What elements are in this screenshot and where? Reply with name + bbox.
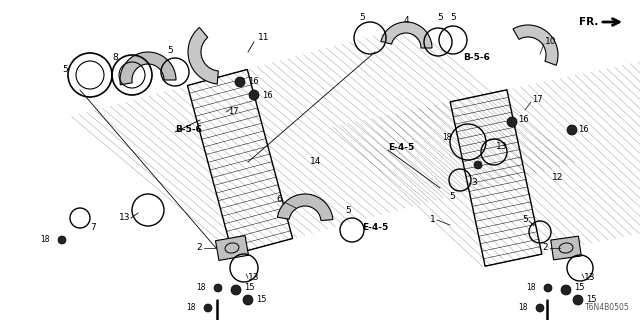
Text: 15: 15 — [586, 295, 596, 305]
Text: 7: 7 — [90, 223, 96, 233]
Text: 16: 16 — [578, 125, 589, 134]
Polygon shape — [381, 22, 432, 48]
Text: 15: 15 — [574, 284, 584, 292]
Polygon shape — [513, 25, 558, 65]
Text: 13: 13 — [496, 142, 508, 151]
Text: 1: 1 — [430, 215, 436, 225]
Text: 16: 16 — [248, 77, 259, 86]
Text: B-5-6: B-5-6 — [463, 53, 490, 62]
Circle shape — [214, 284, 222, 292]
Text: 12: 12 — [552, 173, 563, 182]
Text: 18: 18 — [518, 303, 528, 313]
Text: 13: 13 — [248, 274, 259, 283]
Text: 5: 5 — [167, 46, 173, 55]
Text: 6: 6 — [276, 196, 282, 204]
Circle shape — [235, 77, 245, 87]
Circle shape — [561, 285, 571, 295]
Text: 10: 10 — [545, 37, 557, 46]
Text: 4: 4 — [403, 16, 409, 25]
Text: 5: 5 — [62, 66, 68, 75]
Text: E-4-5: E-4-5 — [388, 143, 414, 153]
Text: 5: 5 — [449, 192, 455, 201]
Text: 2: 2 — [196, 244, 202, 252]
Text: 8: 8 — [112, 53, 118, 62]
Text: 15: 15 — [244, 284, 255, 292]
Text: 18: 18 — [40, 236, 50, 244]
Text: 18: 18 — [527, 284, 536, 292]
Text: FR.: FR. — [579, 17, 598, 27]
Text: 5: 5 — [522, 215, 528, 225]
Polygon shape — [120, 52, 176, 85]
Polygon shape — [551, 236, 581, 260]
Circle shape — [474, 161, 482, 169]
Text: 18: 18 — [196, 284, 206, 292]
Circle shape — [204, 304, 212, 312]
Text: 11: 11 — [258, 34, 269, 43]
Circle shape — [243, 295, 253, 305]
Text: 2: 2 — [542, 244, 548, 252]
Text: 5: 5 — [345, 206, 351, 215]
Polygon shape — [188, 28, 218, 84]
Circle shape — [249, 90, 259, 100]
Circle shape — [573, 295, 583, 305]
Text: E-4-5: E-4-5 — [362, 223, 388, 233]
Text: 13: 13 — [118, 213, 130, 222]
Text: 13: 13 — [584, 274, 595, 283]
Text: 5: 5 — [359, 13, 365, 22]
Circle shape — [536, 304, 544, 312]
Text: 17: 17 — [228, 108, 239, 116]
Text: 14: 14 — [310, 157, 321, 166]
Circle shape — [567, 125, 577, 135]
Polygon shape — [216, 236, 248, 260]
Text: 3: 3 — [471, 178, 477, 187]
Text: 18: 18 — [442, 133, 452, 142]
Text: 5: 5 — [437, 13, 443, 22]
Circle shape — [544, 284, 552, 292]
Polygon shape — [277, 194, 333, 220]
Text: 5: 5 — [450, 13, 456, 22]
Text: 16: 16 — [518, 116, 529, 124]
Text: T6N4B0505: T6N4B0505 — [585, 303, 630, 312]
Text: 17: 17 — [532, 95, 543, 105]
Text: 18: 18 — [186, 303, 196, 313]
Text: 16: 16 — [262, 91, 273, 100]
Text: 15: 15 — [256, 295, 266, 305]
Circle shape — [507, 117, 517, 127]
Circle shape — [231, 285, 241, 295]
Text: B-5-6: B-5-6 — [175, 125, 202, 134]
Circle shape — [58, 236, 66, 244]
